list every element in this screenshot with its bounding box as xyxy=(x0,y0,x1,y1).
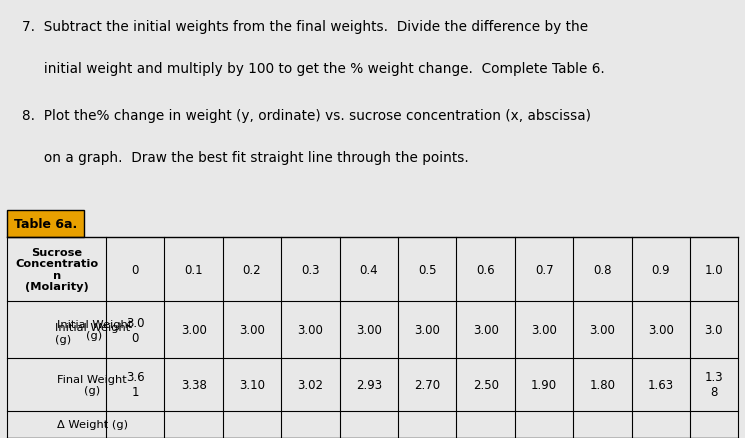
Text: 3.00: 3.00 xyxy=(531,323,557,336)
Text: 0.6: 0.6 xyxy=(476,263,495,276)
Text: 3.0
0: 3.0 0 xyxy=(126,316,145,344)
Text: Table 6a.: Table 6a. xyxy=(14,217,77,230)
Text: 1.80: 1.80 xyxy=(589,378,615,391)
Text: 3.00: 3.00 xyxy=(239,323,265,336)
Text: 3.00: 3.00 xyxy=(414,323,440,336)
Text: 0.5: 0.5 xyxy=(418,263,437,276)
Text: 0.9: 0.9 xyxy=(652,263,670,276)
Text: 0.2: 0.2 xyxy=(243,263,261,276)
Text: 0.4: 0.4 xyxy=(360,263,378,276)
Text: 0.7: 0.7 xyxy=(535,263,554,276)
Text: 3.10: 3.10 xyxy=(239,378,265,391)
Text: 3.00: 3.00 xyxy=(589,323,615,336)
Text: 0: 0 xyxy=(132,263,139,276)
Text: Sucrose
Concentratio
n
(Molarity): Sucrose Concentratio n (Molarity) xyxy=(15,247,98,292)
Text: 3.00: 3.00 xyxy=(648,323,673,336)
Text: 2.93: 2.93 xyxy=(356,378,382,391)
Text: Final Weight
(g): Final Weight (g) xyxy=(57,374,127,395)
Text: 3.02: 3.02 xyxy=(297,378,323,391)
Text: 3.00: 3.00 xyxy=(297,323,323,336)
Text: 1.0: 1.0 xyxy=(705,263,723,276)
Text: 3.00: 3.00 xyxy=(473,323,498,336)
Text: 1.63: 1.63 xyxy=(648,378,674,391)
Text: 1.3
8: 1.3 8 xyxy=(705,371,723,399)
Text: initial weight and multiply by 100 to get the % weight change.  Complete Table 6: initial weight and multiply by 100 to ge… xyxy=(22,62,605,76)
Text: 2.50: 2.50 xyxy=(472,378,498,391)
Text: 0.1: 0.1 xyxy=(184,263,203,276)
Text: 3.0: 3.0 xyxy=(705,323,723,336)
Text: 2.70: 2.70 xyxy=(414,378,440,391)
Text: on a graph.  Draw the best fit straight line through the points.: on a graph. Draw the best fit straight l… xyxy=(22,151,469,165)
Text: 7.  Subtract the initial weights from the final weights.  Divide the difference : 7. Subtract the initial weights from the… xyxy=(22,20,588,34)
Text: Initial Weight
(g): Initial Weight (g) xyxy=(55,322,130,344)
FancyBboxPatch shape xyxy=(7,210,84,237)
Text: 8.  Plot the% change in weight (y, ordinate) vs. sucrose concentration (x, absci: 8. Plot the% change in weight (y, ordina… xyxy=(22,109,591,122)
Text: 0.3: 0.3 xyxy=(301,263,320,276)
Text: 3.6
1: 3.6 1 xyxy=(126,371,145,399)
Text: 3.38: 3.38 xyxy=(181,378,206,391)
Text: 3.00: 3.00 xyxy=(181,323,206,336)
Text: Initial Weight
(g): Initial Weight (g) xyxy=(57,319,132,341)
Text: 1.90: 1.90 xyxy=(531,378,557,391)
Text: 0.8: 0.8 xyxy=(593,263,612,276)
Text: Δ Weight (g): Δ Weight (g) xyxy=(57,419,127,429)
Text: 3.00: 3.00 xyxy=(356,323,381,336)
